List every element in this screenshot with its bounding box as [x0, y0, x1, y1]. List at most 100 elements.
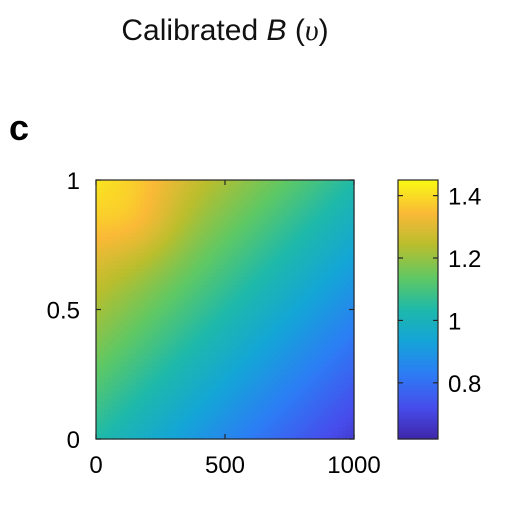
colorbar-cell — [398, 346, 438, 349]
heatmap-cell — [237, 297, 242, 303]
colorbar-cell — [398, 354, 438, 358]
heatmap-cell — [297, 293, 303, 298]
heatmap-cell — [160, 366, 166, 371]
heatmap-cell — [229, 273, 234, 278]
heatmap-cell — [289, 398, 295, 404]
heatmap-cell — [285, 289, 291, 294]
heatmap-cell — [196, 378, 202, 383]
heatmap-cell — [164, 317, 170, 323]
heatmap-cell — [108, 321, 113, 327]
heatmap-cell — [156, 244, 162, 250]
heatmap-cell — [208, 293, 214, 298]
heatmap-cell — [249, 378, 254, 383]
heatmap-cell — [188, 333, 194, 339]
colorbar-cell — [398, 311, 438, 315]
heatmap-cell — [329, 325, 335, 331]
heatmap-cell — [160, 362, 166, 367]
heatmap-cell — [148, 293, 154, 298]
heatmap-cell — [168, 374, 174, 379]
heatmap-cell — [156, 192, 162, 197]
heatmap-cell — [233, 418, 238, 424]
heatmap-cell — [309, 232, 315, 238]
heatmap-cell — [148, 418, 154, 424]
heatmap-cell — [237, 240, 242, 246]
heatmap-cell — [200, 349, 206, 355]
colorbar-cell — [398, 430, 438, 434]
heatmap-cell — [297, 301, 303, 307]
heatmap-cell — [144, 180, 150, 185]
heatmap-cell — [309, 289, 315, 294]
heatmap-cell — [96, 333, 101, 339]
heatmap-cell — [265, 289, 270, 294]
heatmap-cell — [108, 378, 113, 383]
heatmap-cell — [184, 277, 190, 282]
heatmap-cell — [273, 236, 279, 242]
heatmap-cell — [132, 337, 137, 343]
heatmap-cell — [277, 325, 283, 331]
heatmap-cell — [289, 180, 295, 185]
heatmap-cell — [172, 264, 178, 270]
colorbar-cell — [398, 300, 438, 304]
heatmap-cell — [309, 430, 315, 436]
heatmap-cell — [253, 293, 258, 298]
colorbar-cell — [398, 244, 438, 248]
heatmap-cell — [301, 325, 307, 331]
heatmap-cell — [208, 301, 214, 307]
heatmap-cell — [321, 430, 327, 436]
heatmap-cell — [176, 345, 182, 351]
heatmap-cell — [176, 329, 182, 335]
heatmap-cell — [289, 390, 295, 396]
heatmap-cell — [120, 277, 125, 282]
heatmap-cell — [265, 313, 270, 319]
heatmap-cell — [301, 406, 307, 412]
heatmap-cell — [313, 260, 319, 266]
heatmap-cell — [204, 366, 210, 371]
heatmap-cell — [156, 414, 162, 420]
heatmap-cell — [241, 224, 246, 230]
heatmap-cell — [257, 192, 262, 197]
heatmap-cell — [285, 293, 291, 298]
heatmap-cell — [220, 216, 226, 222]
heatmap-cell — [249, 248, 254, 254]
heatmap-cell — [172, 232, 178, 238]
heatmap-cell — [253, 220, 258, 226]
heatmap-cell — [156, 418, 162, 424]
heatmap-cell — [208, 394, 214, 400]
heatmap-cell — [160, 289, 166, 294]
heatmap-cell — [345, 180, 351, 185]
heatmap-cell — [184, 180, 190, 185]
heatmap-cell — [337, 216, 343, 222]
heatmap-cell — [208, 341, 214, 347]
heatmap-cell — [112, 273, 117, 278]
heatmap-cell — [273, 228, 279, 234]
heatmap-cell — [285, 394, 291, 400]
heatmap-cell — [180, 386, 186, 392]
heatmap-cell — [253, 212, 258, 218]
heatmap-cell — [164, 285, 170, 290]
heatmap-cell — [269, 422, 274, 428]
heatmap-cell — [116, 349, 121, 355]
heatmap-cell — [333, 329, 339, 335]
heatmap-cell — [269, 313, 274, 319]
heatmap-cell — [188, 345, 194, 351]
heatmap-cell — [140, 390, 145, 396]
heatmap-cell — [212, 232, 218, 238]
heatmap-cell — [285, 366, 291, 371]
heatmap-cell — [313, 426, 319, 432]
heatmap-cell — [112, 192, 117, 197]
heatmap-cell — [329, 305, 335, 311]
heatmap-cell — [329, 378, 335, 383]
heatmap-cell — [212, 426, 218, 432]
heatmap-cell — [241, 232, 246, 238]
heatmap-cell — [120, 232, 125, 238]
heatmap-cell — [100, 325, 105, 331]
heatmap-cell — [172, 362, 178, 367]
heatmap-cell — [144, 293, 150, 298]
heatmap-cell — [180, 192, 186, 197]
heatmap-cell — [269, 224, 274, 230]
heatmap-cell — [281, 248, 287, 254]
heatmap-cell — [265, 232, 270, 238]
heatmap-cell — [253, 337, 258, 343]
heatmap-cell — [329, 228, 335, 234]
heatmap-cell — [164, 252, 170, 258]
